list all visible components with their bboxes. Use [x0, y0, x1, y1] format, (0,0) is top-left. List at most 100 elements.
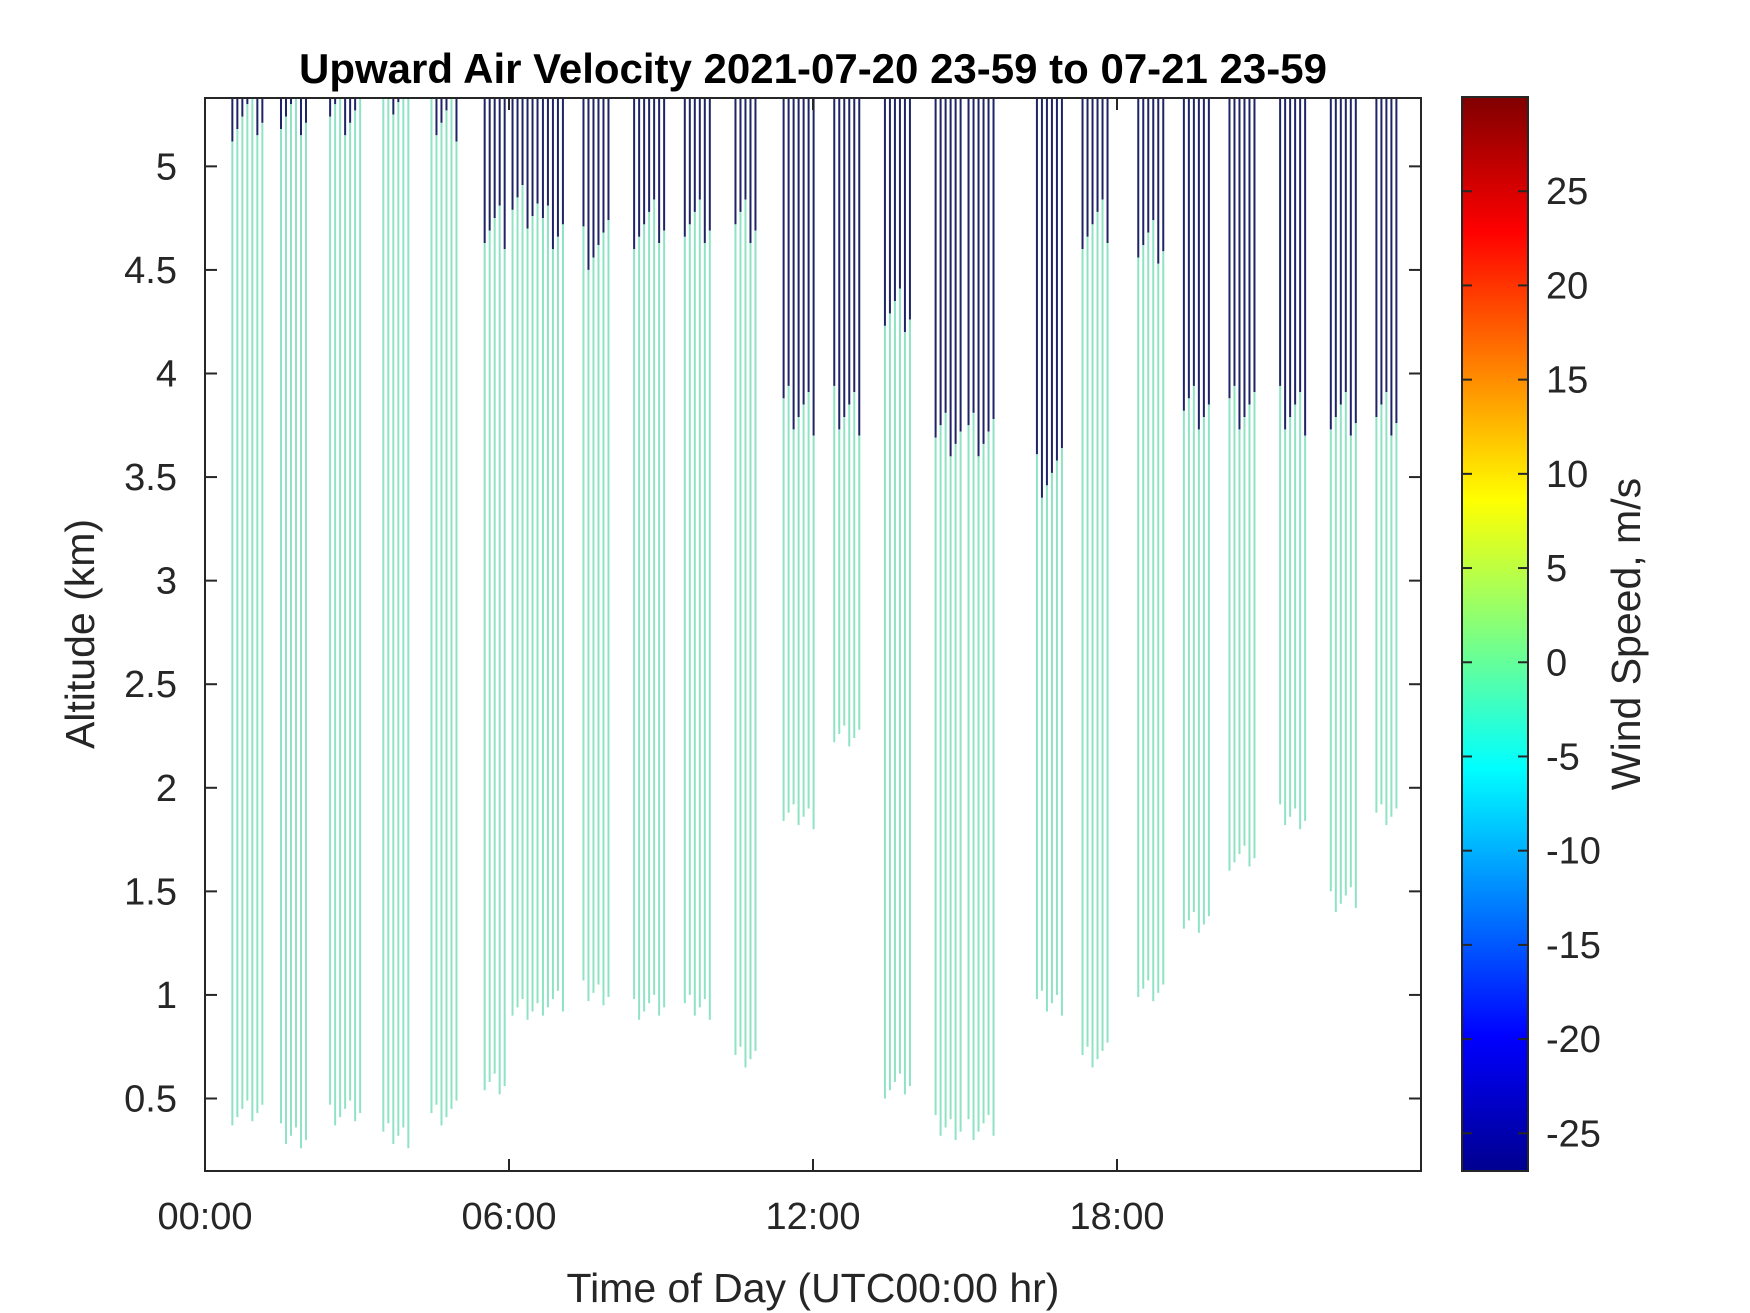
velocity-cell	[1086, 236, 1089, 1047]
velocity-cell	[843, 417, 846, 726]
fill-value-cell	[299, 98, 302, 136]
velocity-cell	[708, 230, 711, 1020]
fill-value-cell	[1349, 98, 1352, 436]
velocity-cell	[982, 443, 985, 1124]
fill-value-cell	[1045, 98, 1048, 486]
velocity-cell	[1202, 417, 1205, 925]
velocity-cell	[1096, 211, 1099, 1060]
velocity-cell	[1152, 220, 1155, 1002]
velocity-cell	[483, 243, 486, 1091]
velocity-cell	[1248, 404, 1251, 867]
fill-value-cell	[792, 98, 795, 430]
fill-value-cell	[1197, 98, 1200, 430]
fill-value-cell	[802, 98, 805, 405]
fill-value-cell	[858, 98, 861, 436]
y-tick-label: 3	[156, 561, 177, 603]
velocity-cell	[503, 249, 506, 1087]
velocity-cell	[1147, 232, 1150, 981]
velocity-cell	[638, 236, 641, 1020]
velocity-cell	[344, 135, 347, 1109]
velocity-cell	[1243, 417, 1246, 846]
velocity-cell	[633, 249, 636, 1000]
colorbar-tick-label: -10	[1546, 831, 1601, 873]
velocity-cell	[339, 98, 342, 1118]
fill-value-cell	[1086, 98, 1089, 237]
fill-value-cell	[1334, 98, 1337, 417]
velocity-cell	[812, 435, 815, 830]
profile-band	[483, 98, 506, 1095]
velocity-cell	[382, 98, 385, 1132]
fill-value-cell	[1304, 98, 1307, 436]
velocity-cell	[1081, 249, 1084, 1055]
velocity-cell	[435, 135, 438, 1105]
velocity-cell	[241, 116, 244, 1109]
fill-value-cell	[1202, 98, 1205, 417]
velocity-cell	[440, 122, 443, 1126]
fill-value-cell	[1207, 98, 1210, 405]
velocity-cell	[1395, 423, 1398, 809]
fill-value-cell	[1395, 98, 1398, 424]
colorbar-tick-label: 15	[1546, 360, 1588, 402]
velocity-cell	[703, 243, 706, 1000]
velocity-cell	[1035, 454, 1038, 1000]
velocity-cell	[551, 249, 554, 1000]
fill-value-cell	[261, 98, 264, 123]
velocity-cell	[582, 226, 585, 981]
velocity-cell	[1334, 417, 1337, 913]
fill-value-cell	[908, 98, 911, 320]
velocity-cell	[977, 456, 980, 1132]
y-tick-label: 4	[156, 354, 177, 396]
velocity-cell	[1228, 398, 1231, 871]
fill-value-cell	[1253, 98, 1256, 393]
velocity-cell	[693, 211, 696, 1016]
chart-title: Upward Air Velocity 2021-07-20 23-59 to …	[299, 45, 1327, 92]
profile-band	[541, 98, 564, 1016]
velocity-cell	[1106, 243, 1109, 1043]
fill-value-cell	[1055, 98, 1058, 461]
fill-value-cell	[516, 98, 519, 198]
fill-value-cell	[1142, 98, 1145, 246]
velocity-cell	[698, 199, 701, 1008]
velocity-cell	[1233, 385, 1236, 863]
fill-value-cell	[693, 98, 696, 212]
velocity-cell	[734, 224, 737, 1056]
velocity-cell	[1197, 429, 1200, 933]
velocity-cell	[908, 319, 911, 1087]
fill-value-cell	[483, 98, 486, 243]
velocity-cell	[334, 104, 337, 1126]
velocity-cell	[455, 141, 458, 1101]
fill-value-cell	[435, 98, 438, 136]
velocity-cell	[516, 197, 519, 1008]
fill-value-cell	[289, 98, 292, 105]
colorbar-ticks: 25 20 15 10 5 0 -5 -10 -15 -20 -25	[1462, 171, 1601, 1155]
velocity-cell	[511, 209, 514, 1016]
velocity-cell	[853, 392, 856, 739]
fill-value-cell	[787, 98, 790, 386]
fill-value-cell	[256, 98, 259, 136]
velocity-cell	[354, 110, 357, 1122]
fill-value-cell	[987, 98, 990, 432]
fill-value-cell	[1147, 98, 1150, 233]
fill-value-cell	[739, 98, 742, 212]
fill-value-cell	[587, 98, 590, 270]
profile-band	[231, 98, 264, 1126]
fill-value-cell	[493, 98, 496, 219]
fill-value-cell	[833, 98, 836, 386]
fill-value-cell	[1279, 98, 1282, 386]
fill-value-cell	[698, 98, 701, 200]
colorbar-tick-label: 5	[1546, 548, 1567, 590]
velocity-cell	[602, 232, 605, 1006]
fill-value-cell	[838, 98, 841, 430]
fill-value-cell	[498, 98, 501, 206]
velocity-cell	[949, 456, 952, 1120]
velocity-cell	[1050, 472, 1053, 1004]
velocity-cell	[607, 220, 610, 997]
fill-value-cell	[944, 98, 947, 413]
y-tick-label: 2.5	[124, 664, 177, 706]
profile-band	[1081, 98, 1109, 1068]
fill-value-cell	[455, 98, 458, 142]
fill-value-cell	[1106, 98, 1109, 243]
fill-value-cell	[633, 98, 636, 250]
fill-value-cell	[939, 98, 942, 426]
profile-band	[1137, 98, 1165, 1002]
